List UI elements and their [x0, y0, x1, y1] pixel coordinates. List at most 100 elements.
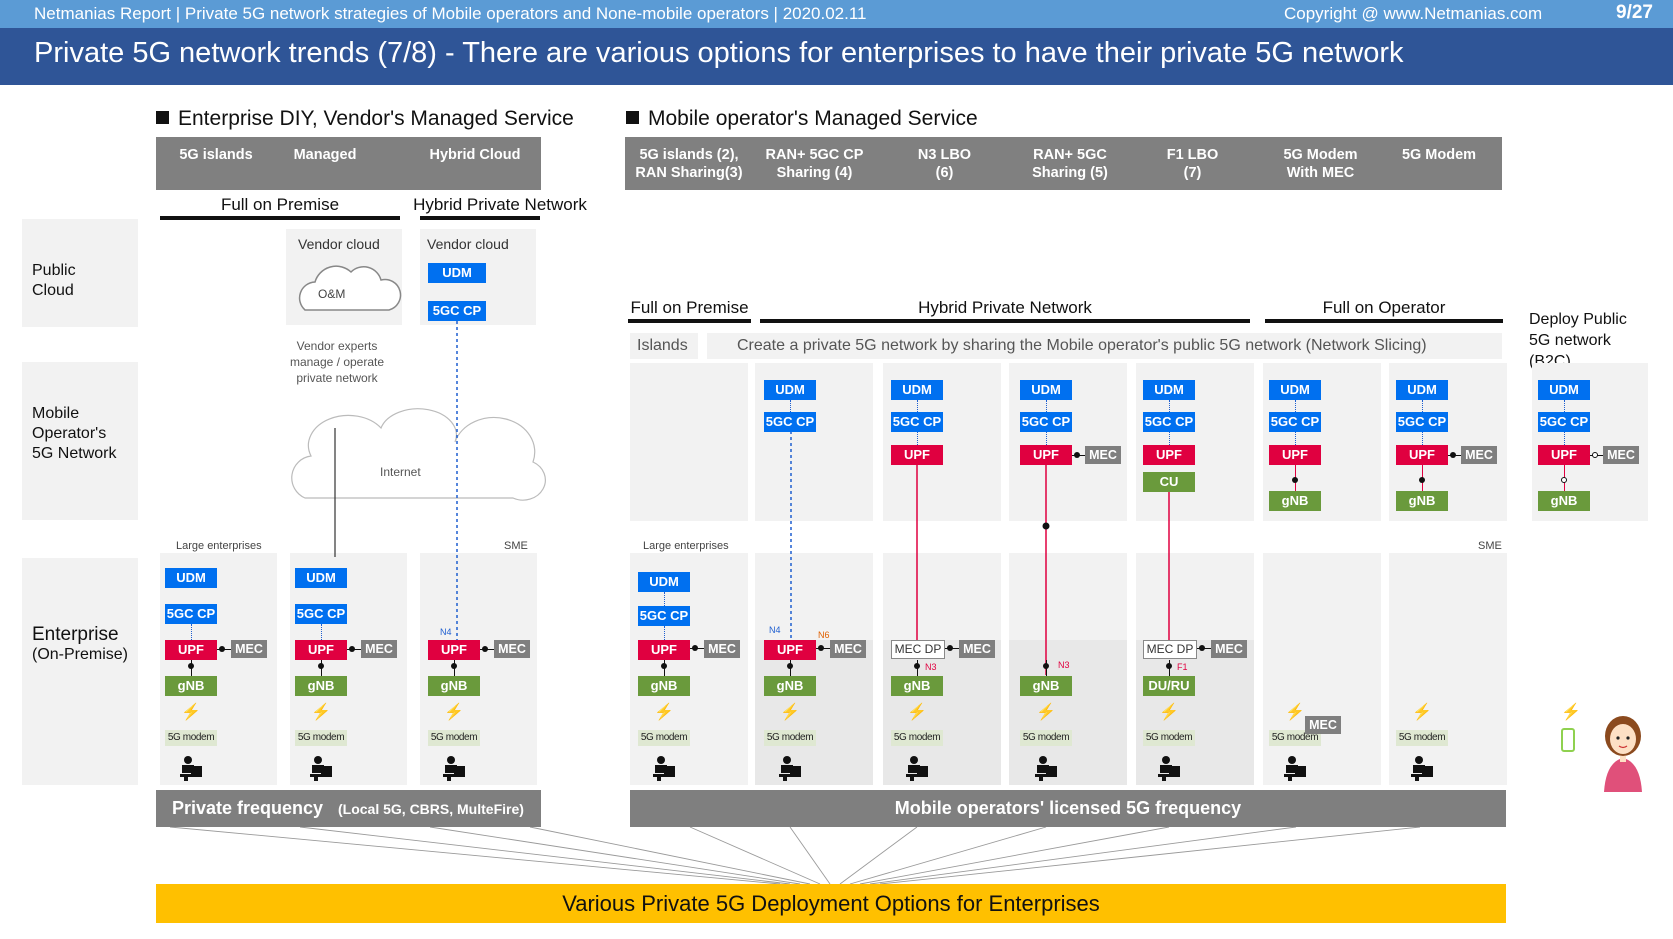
5g-modem-box: 5G modem [428, 730, 480, 746]
link-line [1046, 400, 1047, 412]
link-line [1422, 432, 1423, 445]
radio-link-icon: ⚡ [907, 704, 927, 721]
link-line [321, 624, 322, 640]
laptop-user-icon [1284, 756, 1306, 781]
section-title-right: Mobile operator's Managed Service [626, 107, 978, 131]
licensed-frequency-bar: Mobile operators' licensed 5G frequency [630, 790, 1506, 827]
enterprise-panel [420, 553, 537, 785]
udm-box: UDM [1396, 380, 1448, 400]
link-line [1046, 432, 1047, 445]
vendor-cloud-label: Vendor cloud [298, 236, 380, 252]
gnb-box: gNB [1396, 491, 1448, 511]
private-frequency-bar: Private frequency (Local 5G, CBRS, Multe… [156, 790, 541, 827]
radio-link-icon: ⚡ [311, 704, 331, 721]
5g-modem-box: 5G modem [1396, 730, 1448, 746]
udm-box: UDM [638, 572, 690, 592]
5gc-cp-box: 5GC CP [1269, 412, 1321, 432]
gnb-box: gNB [891, 676, 943, 696]
5gc-cp-box: 5GC CP [1020, 412, 1072, 432]
5gc-cp-box: 5GC CP [764, 412, 816, 432]
vendor-experts-note: Vendor experts manage / operate private ne… [289, 339, 385, 385]
5gc-cp-box: 5GC CP [1538, 412, 1590, 432]
radio-link-icon: ⚡ [1285, 704, 1305, 721]
sme-label: SME [504, 540, 528, 552]
vendor-cloud-label: Vendor cloud [427, 236, 509, 252]
link-line [790, 400, 791, 412]
laptop-user-icon [443, 756, 465, 781]
right-option-label: 5G islands (2), RAN Sharing(3) [635, 147, 743, 181]
enterprise-panel [1389, 553, 1507, 785]
link-line [1169, 432, 1170, 445]
slicing-note-cell: Create a private 5G network by sharing t… [707, 333, 1502, 359]
link-line [664, 626, 665, 640]
enterprise-band [755, 640, 873, 785]
laptop-user-icon [906, 756, 928, 781]
right-option-label: RAN+ 5GC CP Sharing (4) [765, 147, 864, 181]
udm-box: UDM [764, 380, 816, 400]
udm-box: UDM [1538, 380, 1590, 400]
laptop-user-icon [1411, 756, 1433, 781]
left-option-label: Managed [293, 147, 357, 163]
udm-box: UDM [165, 568, 217, 588]
link-line [1295, 432, 1296, 445]
link-line [1564, 432, 1565, 445]
row-label-public-cloud: Public Cloud [22, 219, 138, 327]
link-line [664, 592, 665, 606]
left-group-hybrid: Hybrid Private Network [413, 195, 587, 214]
radio-link-icon: ⚡ [780, 704, 800, 721]
upf-box: UPF [1396, 445, 1448, 465]
5g-modem-box: 5G modem [1020, 730, 1072, 746]
n6-label: N6 [818, 630, 830, 640]
gnb-box: gNB [764, 676, 816, 696]
n3-label: N3 [1058, 660, 1070, 670]
gnb-box: gNB [165, 676, 217, 696]
f1-label: F1 [1177, 662, 1188, 672]
link-dot [1561, 477, 1567, 483]
left-group-full-on-premise: Full on Premise [220, 195, 340, 214]
report-header-bar: Netmanias Report | Private 5G network st… [0, 0, 1673, 28]
5g-modem-box: 5G modem [891, 730, 943, 746]
copyright: Copyright @ www.Netmanias.com [1284, 4, 1543, 23]
link-line [347, 649, 363, 650]
5gc-cp-box: 5GC CP [1143, 412, 1195, 432]
laptop-user-icon [310, 756, 332, 781]
5gc-cp-box: 5GC CP [295, 604, 347, 624]
link-dot [914, 663, 920, 669]
right-option-label: 5G Modem With MEC [1283, 147, 1358, 181]
radio-link-icon: ⚡ [1159, 704, 1179, 721]
right-option-header [625, 137, 1502, 190]
row-label-mobile-operator: Mobile Operator's 5G Network [22, 362, 138, 520]
link-dot [661, 663, 667, 669]
upf-box: UPF [891, 445, 943, 465]
link-dot [188, 663, 194, 669]
radio-link-icon: ⚡ [444, 704, 464, 721]
link-line [816, 648, 832, 649]
consumer-person-icon [1604, 716, 1642, 792]
mec-box: MEC [1603, 446, 1639, 464]
5gc-cp-box: 5GC CP [638, 606, 690, 626]
laptop-user-icon [779, 756, 801, 781]
group-underline [760, 319, 1250, 323]
upf-box: UPF [1269, 445, 1321, 465]
link-dot [219, 646, 225, 652]
link-dot [318, 663, 324, 669]
group-underline [160, 216, 400, 220]
group-underline [420, 216, 540, 220]
du-ru-box: DU/RU [1143, 676, 1195, 696]
mec-box: MEC [494, 640, 530, 658]
mec-dp-box: MEC DP [1143, 640, 1197, 659]
upf-box: UPF [428, 640, 480, 660]
link-line [1197, 648, 1213, 649]
upf-box: UPF [764, 640, 816, 660]
radio-link-icon: ⚡ [1036, 704, 1056, 721]
bottom-banner: Various Private 5G Deployment Options fo… [156, 884, 1506, 923]
internet-cloud-shape [291, 408, 546, 501]
link-dot [1292, 477, 1298, 483]
link-line [917, 400, 918, 412]
udm-box: UDM [295, 568, 347, 588]
mec-box: MEC [1461, 446, 1497, 464]
section-title-left: Enterprise DIY, Vendor's Managed Service [156, 107, 574, 131]
upf-box: UPF [165, 640, 217, 660]
om-cloud-shape [298, 265, 402, 311]
right-option-label: F1 LBO (7) [1166, 147, 1219, 181]
